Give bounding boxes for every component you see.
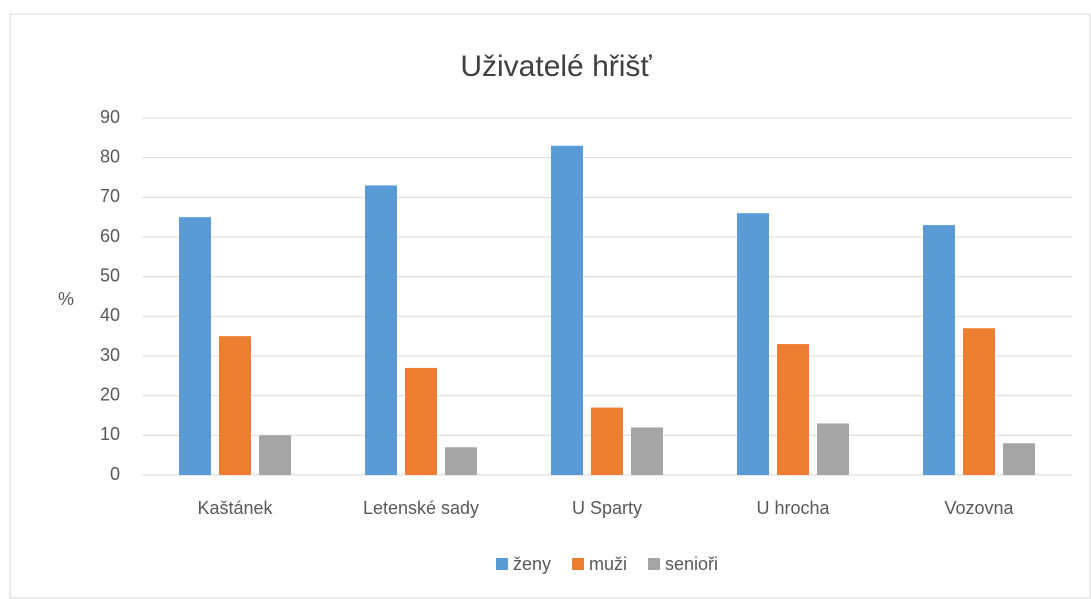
y-tick-label: 0 xyxy=(110,464,120,484)
bar xyxy=(179,217,211,475)
y-axis-label: % xyxy=(58,289,74,309)
bar xyxy=(551,145,583,475)
bar xyxy=(259,435,291,475)
bar xyxy=(1003,443,1035,475)
x-tick-label: U hrocha xyxy=(756,498,830,518)
legend-swatch xyxy=(496,558,508,570)
legend-swatch xyxy=(572,558,584,570)
bar xyxy=(737,213,769,475)
y-tick-label: 50 xyxy=(100,265,120,285)
bar xyxy=(817,423,849,475)
bar xyxy=(963,328,995,475)
y-tick-label: 80 xyxy=(100,146,120,166)
bar xyxy=(365,185,397,475)
bar xyxy=(631,427,663,475)
bar xyxy=(405,367,437,475)
y-tick-label: 40 xyxy=(100,305,120,325)
legend-label: muži xyxy=(589,554,627,574)
y-tick-label: 30 xyxy=(100,345,120,365)
x-tick-label: Kaštánek xyxy=(197,498,273,518)
bar xyxy=(591,407,623,475)
y-tick-label: 60 xyxy=(100,226,120,246)
chart-title: Uživatelé hřišť xyxy=(460,50,652,83)
x-tick-label: Letenské sady xyxy=(363,498,479,518)
bar xyxy=(777,344,809,475)
y-tick-label: 20 xyxy=(100,384,120,404)
legend-swatch xyxy=(648,558,660,570)
y-tick-label: 70 xyxy=(100,186,120,206)
x-tick-label: Vozovna xyxy=(944,498,1014,518)
legend-label: senioři xyxy=(665,554,718,574)
x-tick-label: U Sparty xyxy=(572,498,642,518)
bar xyxy=(923,225,955,475)
bar xyxy=(219,336,251,475)
bar xyxy=(445,447,477,475)
legend-label: ženy xyxy=(513,554,551,574)
y-tick-label: 10 xyxy=(100,424,120,444)
y-tick-label: 90 xyxy=(100,107,120,127)
